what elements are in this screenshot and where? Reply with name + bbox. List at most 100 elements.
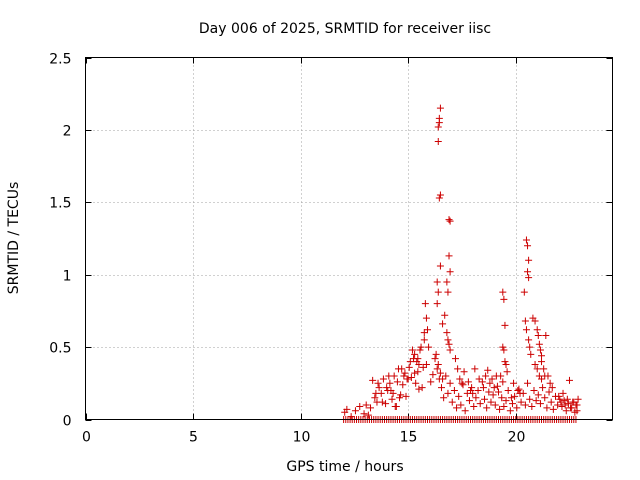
data-point	[442, 372, 450, 380]
data-point	[499, 288, 507, 296]
data-point	[435, 194, 443, 202]
data-point	[547, 398, 555, 406]
data-point	[372, 389, 380, 397]
data-point	[441, 311, 449, 319]
data-point	[351, 407, 359, 415]
data-point	[419, 363, 427, 371]
data-point	[478, 378, 486, 386]
data-point	[561, 401, 569, 409]
data-point	[435, 114, 443, 122]
data-point	[486, 379, 494, 387]
data-point	[454, 365, 462, 373]
x-tick-label: 15	[400, 430, 418, 446]
data-point	[433, 300, 441, 308]
data-point	[574, 395, 582, 403]
data-point	[418, 384, 426, 392]
x-tick-label: 20	[508, 430, 526, 446]
data-point	[364, 411, 372, 419]
data-point	[501, 358, 509, 366]
data-point	[398, 365, 406, 373]
data-point	[532, 397, 540, 405]
data-point	[541, 394, 549, 402]
data-point	[404, 375, 412, 383]
data-point	[496, 405, 504, 413]
data-point	[510, 379, 518, 387]
data-point	[502, 397, 510, 405]
data-point	[400, 372, 408, 380]
data-point	[565, 376, 573, 384]
data-point	[391, 402, 399, 410]
data-point	[412, 379, 420, 387]
data-point	[501, 321, 509, 329]
data-point	[446, 379, 454, 387]
x-tick-label: 0	[82, 430, 91, 446]
data-point	[489, 391, 497, 399]
data-point	[422, 360, 430, 368]
data-point	[439, 375, 447, 383]
data-point	[471, 365, 479, 373]
data-point	[445, 252, 453, 260]
data-point	[534, 391, 542, 399]
data-point	[524, 242, 532, 250]
data-point	[543, 404, 551, 412]
data-series	[340, 104, 582, 423]
data-point	[525, 274, 533, 282]
data-point	[506, 407, 514, 415]
data-point	[455, 392, 463, 400]
data-point	[425, 343, 433, 351]
data-point	[564, 400, 572, 408]
y-tick-label: 2	[63, 124, 72, 140]
data-point	[420, 336, 428, 344]
data-point	[422, 314, 430, 322]
data-point	[399, 381, 407, 389]
data-point	[472, 394, 480, 402]
data-point	[485, 388, 493, 396]
data-point	[396, 394, 404, 402]
data-point	[444, 336, 452, 344]
data-point	[502, 360, 510, 368]
data-point	[549, 405, 557, 413]
data-point	[468, 384, 476, 392]
data-point	[411, 350, 419, 358]
data-point	[453, 404, 461, 412]
data-point	[528, 402, 536, 410]
data-point	[362, 401, 370, 409]
data-point	[356, 402, 364, 410]
data-point	[436, 191, 444, 199]
data-point	[397, 391, 405, 399]
data-point	[558, 402, 566, 410]
data-point	[456, 375, 464, 383]
data-point	[539, 384, 547, 392]
data-point	[479, 384, 487, 392]
data-point	[417, 343, 425, 351]
data-point	[443, 329, 451, 337]
x-axis-label: GPS time / hours	[286, 459, 403, 475]
data-point	[444, 288, 452, 296]
data-point	[546, 379, 554, 387]
data-point	[451, 355, 459, 363]
data-point	[470, 402, 478, 410]
data-point	[503, 368, 511, 376]
data-point	[474, 387, 482, 395]
data-point	[481, 395, 489, 403]
data-point	[538, 358, 546, 366]
data-point	[459, 381, 467, 389]
data-point	[406, 358, 414, 366]
data-point	[436, 262, 444, 270]
data-point	[490, 384, 498, 392]
data-point	[515, 385, 523, 393]
x-tick-label: 10	[293, 430, 311, 446]
data-point	[533, 326, 541, 334]
data-point	[387, 387, 395, 395]
data-point	[494, 388, 502, 396]
data-point	[534, 332, 542, 340]
data-point	[521, 401, 529, 409]
data-point	[445, 216, 453, 224]
data-point	[431, 355, 439, 363]
data-point	[415, 360, 423, 368]
data-point	[542, 332, 550, 340]
data-point	[482, 372, 490, 380]
data-point	[408, 346, 416, 354]
data-point	[517, 398, 525, 406]
data-point	[411, 369, 419, 377]
